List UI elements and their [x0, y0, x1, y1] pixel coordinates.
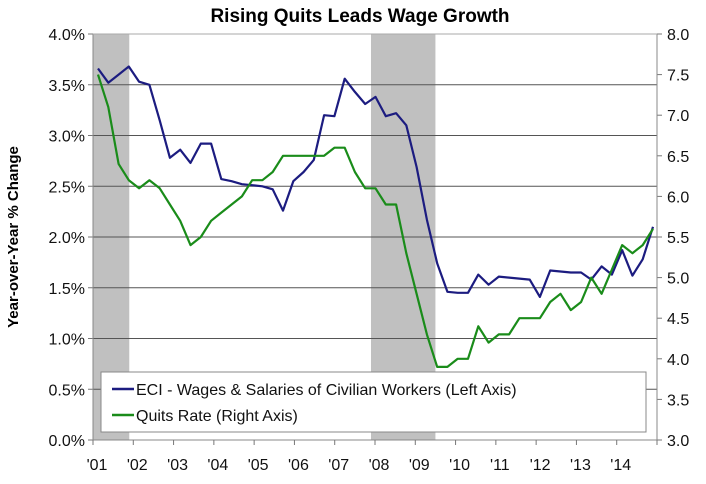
axes: 0.0% 0.5% 1.0% 1.5% 2.0% 2.5% 3.0% 3.5% 4.0% 3.0 3… — [49, 27, 690, 474]
quits-rate-line — [96, 74, 654, 368]
legend-label-quits: Quits Rate (Right Axis) — [136, 408, 298, 425]
left-tick-label: 4.0% — [49, 27, 85, 44]
left-tick-label: 1.0% — [49, 332, 85, 349]
x-tick-label: '14 — [610, 457, 631, 474]
left-tick-label: 3.5% — [49, 78, 85, 95]
right-tick-label: 7.0 — [667, 108, 689, 125]
x-tick-label: '09 — [409, 457, 430, 474]
left-tick-label: 2.0% — [49, 230, 85, 247]
right-tick-label: 6.5 — [667, 149, 689, 166]
right-tick-label: 5.5 — [667, 230, 689, 247]
x-tick-label: '05 — [248, 457, 269, 474]
right-tick-label: 3.0 — [667, 433, 689, 450]
right-tick-label: 4.5 — [667, 311, 689, 328]
x-tick-label: '10 — [449, 457, 470, 474]
left-tick-label: 0.5% — [49, 382, 85, 399]
right-tick-label: 8.0 — [667, 27, 689, 44]
x-tick-label: '06 — [288, 457, 309, 474]
x-tick-label: '08 — [369, 457, 390, 474]
right-tick-label: 6.0 — [667, 189, 689, 206]
chart-title: Rising Quits Leads Wage Growth — [210, 6, 509, 27]
x-tick-label: '13 — [570, 457, 591, 474]
x-tick-label: '02 — [127, 457, 148, 474]
x-tick-label: '03 — [167, 457, 188, 474]
right-tick-label: 4.0 — [667, 352, 689, 369]
series-lines — [96, 65, 655, 368]
left-tick-label: 3.0% — [49, 129, 85, 146]
x-tick-label: '11 — [490, 457, 510, 474]
legend: ECI - Wages & Salaries of Civilian Worke… — [100, 371, 647, 433]
eci-line — [97, 65, 655, 298]
x-tick-label: '07 — [328, 457, 349, 474]
x-tick-label: '12 — [530, 457, 551, 474]
x-tick-label: '04 — [207, 457, 228, 474]
left-tick-label: 2.5% — [49, 179, 85, 196]
x-tick-label: '01 — [87, 457, 108, 474]
y-axis-label: Year-over-Year % Change — [5, 146, 22, 328]
right-tick-label: 3.5 — [667, 392, 689, 409]
right-tick-label: 7.5 — [667, 68, 689, 85]
right-tick-label: 5.0 — [667, 271, 689, 288]
legend-box — [100, 371, 647, 433]
left-tick-label: 1.5% — [49, 281, 85, 298]
legend-label-eci: ECI - Wages & Salaries of Civilian Worke… — [136, 382, 517, 399]
left-tick-label: 0.0% — [49, 433, 85, 450]
